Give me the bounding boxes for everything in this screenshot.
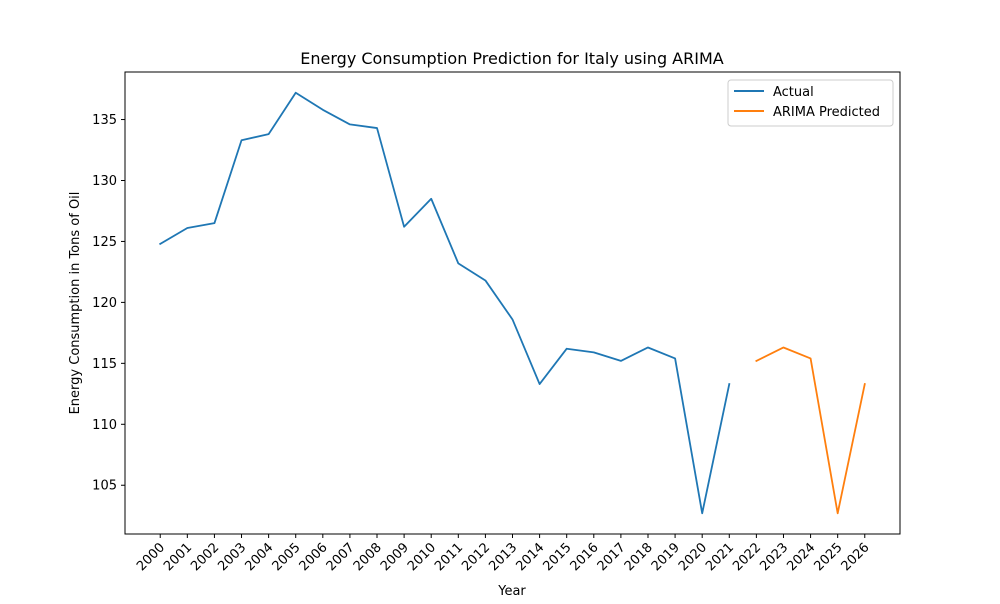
y-axis: 105 110 115 120 125 130 135 xyxy=(92,113,125,494)
legend-label-actual: Actual xyxy=(773,85,814,100)
plot-area xyxy=(125,72,900,534)
x-tick-label: 2025 xyxy=(811,540,845,574)
y-tick-label: 135 xyxy=(92,113,117,128)
legend: Actual ARIMA Predicted xyxy=(727,79,894,127)
x-tick-label: 2012 xyxy=(459,540,493,574)
x-tick-label: 2014 xyxy=(513,540,547,574)
chart-title: Energy Consumption Prediction for Italy … xyxy=(300,49,724,68)
x-tick-label: 2006 xyxy=(297,540,331,574)
x-tick-label: 2026 xyxy=(839,540,873,574)
y-tick-label: 110 xyxy=(92,418,117,433)
x-tick-label: 2008 xyxy=(351,540,385,574)
x-tick-label: 2002 xyxy=(188,540,222,574)
x-tick-label: 2015 xyxy=(541,540,575,574)
x-tick-label: 2020 xyxy=(676,540,710,574)
x-axis-label: Year xyxy=(497,584,526,599)
y-tick-label: 130 xyxy=(92,174,117,189)
x-tick-label: 2021 xyxy=(703,540,737,574)
series-line-actual xyxy=(158,91,731,515)
x-tick-label: 2004 xyxy=(242,540,276,574)
x-tick-label: 2018 xyxy=(622,540,656,574)
y-tick-label: 115 xyxy=(92,357,117,372)
x-tick-label: 2013 xyxy=(486,540,520,574)
x-tick-label: 2005 xyxy=(270,540,304,574)
legend-label-predicted: ARIMA Predicted xyxy=(773,105,880,120)
x-tick-label: 2007 xyxy=(324,540,358,574)
x-tick-label: 2016 xyxy=(568,540,602,574)
x-tick-label: 2010 xyxy=(405,540,439,574)
x-tick-label: 2001 xyxy=(161,540,195,574)
x-tick-label: 2019 xyxy=(649,540,683,574)
x-tick-label: 2017 xyxy=(595,540,629,574)
x-axis: 2000200120022003200420052006200720082009… xyxy=(134,534,873,574)
x-tick-label: 2011 xyxy=(432,540,466,574)
lines-layer xyxy=(158,91,866,515)
x-tick-label: 2009 xyxy=(378,540,412,574)
x-tick-label: 2003 xyxy=(215,540,249,574)
y-axis-label: Energy Consumption in Tons of Oil xyxy=(68,192,83,415)
legend-frame xyxy=(727,79,894,127)
y-tick-label: 125 xyxy=(92,235,117,250)
x-tick-label: 2024 xyxy=(784,540,818,574)
y-tick-label: 105 xyxy=(92,479,117,494)
y-tick-label: 120 xyxy=(92,296,117,311)
x-tick-label: 2022 xyxy=(730,540,764,574)
series-line-arima-predicted xyxy=(755,346,866,515)
x-tick-label: 2023 xyxy=(757,540,791,574)
x-tick-label: 2000 xyxy=(134,540,168,574)
